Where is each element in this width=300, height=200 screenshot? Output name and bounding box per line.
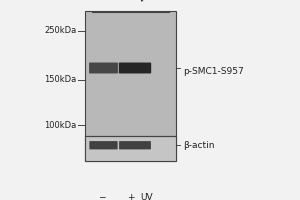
FancyBboxPatch shape [119, 141, 151, 149]
Bar [85, 136, 176, 161]
Text: 250kDa: 250kDa [44, 26, 76, 35]
Text: p-SMC1-S957: p-SMC1-S957 [183, 66, 244, 75]
FancyBboxPatch shape [89, 63, 118, 73]
Text: 293T: 293T [137, 0, 159, 3]
FancyBboxPatch shape [89, 141, 118, 149]
Text: +: + [127, 192, 134, 200]
Text: 150kDa: 150kDa [44, 75, 76, 84]
Bar [85, 11, 176, 161]
Text: UV: UV [140, 192, 153, 200]
Text: β-actin: β-actin [183, 141, 214, 150]
FancyBboxPatch shape [119, 63, 151, 73]
Text: 100kDa: 100kDa [44, 121, 76, 130]
Text: −: − [98, 192, 106, 200]
